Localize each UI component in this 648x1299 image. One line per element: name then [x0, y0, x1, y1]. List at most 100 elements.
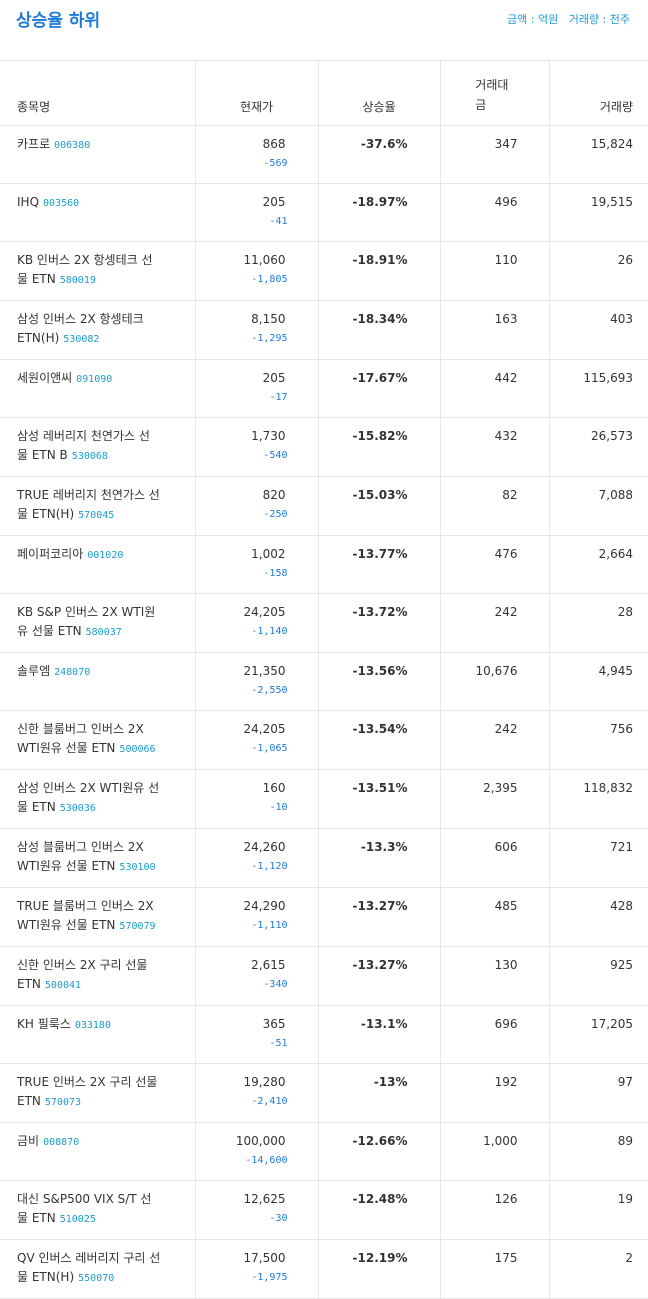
stock-code: 550070: [78, 1273, 115, 1284]
price-cell: 11,060 -1,805: [194, 241, 319, 301]
volume-cell: 2: [548, 1239, 648, 1299]
stock-name: 금비: [17, 1134, 40, 1148]
amount-cell: 696: [439, 1005, 550, 1064]
price: 2,615: [251, 958, 286, 972]
table-row: 솔루엠 248070 21,350 -2,550 -13.56% 10,676 4,945: [0, 652, 648, 711]
amount-cell: 606: [439, 828, 550, 888]
rate-cell: -13.51%: [317, 769, 441, 829]
stock-name: 세원이앤씨: [17, 371, 73, 385]
rate-cell: -18.34%: [317, 300, 441, 360]
volume-cell: 4,945: [548, 652, 648, 711]
stock-code: 248070: [54, 667, 91, 678]
price-cell: 820 -250: [194, 476, 319, 536]
stock-code: 500041: [44, 980, 82, 991]
stock-code: 530082: [63, 334, 100, 345]
name-cell: 페이퍼코리아 001020: [0, 535, 196, 594]
column-header: 종목명: [0, 60, 196, 126]
rate-cell: -15.82%: [317, 417, 441, 477]
table-head: 종목명 현재가 상승율 거래대금 거래량: [0, 60, 648, 126]
stock-code: 510025: [59, 1214, 96, 1225]
amount-cell: 496: [439, 183, 550, 242]
table-body: 카프로 006380 868 -569 -37.6% 347 15,824 IHQ 003560…: [0, 125, 648, 1299]
amount-cell: 126: [439, 1180, 550, 1240]
header: 상승율 하위 금액 : 억원 거래량 : 천주: [0, 0, 648, 60]
price-change: -17: [269, 392, 288, 403]
name-cell: 삼성 레버리지 천연가스 선물 ETN B 530068: [0, 417, 196, 477]
stock-name: 솔루엠: [17, 664, 51, 678]
price-cell: 160 -10: [194, 769, 319, 829]
stock-name: TRUE 레버리지 천연가스 선물 ETN(H): [17, 488, 160, 521]
volume-cell: 756: [548, 710, 648, 770]
volume-cell: 118,832: [548, 769, 648, 829]
amount-cell: 442: [439, 359, 550, 418]
rate-cell: -37.6%: [317, 125, 441, 184]
stock-name: 페이퍼코리아: [17, 547, 84, 561]
name-cell: 삼성 블룸버그 인버스 2X WTI원유 선물 ETN 530100: [0, 828, 196, 888]
price-cell: 19,280 -2,410: [194, 1063, 319, 1123]
table-row: 삼성 블룸버그 인버스 2X WTI원유 선물 ETN 530100 24,260 -…: [0, 828, 648, 888]
price: 1,730: [251, 429, 286, 443]
table-row: 신한 블룸버그 인버스 2X WTI원유 선물 ETN 500066 24,205 -…: [0, 710, 648, 770]
price-cell: 12,625 -30: [194, 1180, 319, 1240]
price-change: -10: [269, 802, 288, 813]
table-row: 삼성 레버리지 천연가스 선물 ETN B 530068 1,730 -540 -15.…: [0, 417, 648, 477]
stock-code: 033180: [74, 1020, 111, 1031]
price-change: -2,410: [251, 1096, 288, 1107]
column-header: 현재가: [194, 60, 319, 126]
rate-cell: -13.56%: [317, 652, 441, 711]
name-cell: KB 인버스 2X 항셍테크 선물 ETN 580019: [0, 241, 196, 301]
stock-name: 카프로: [17, 137, 51, 151]
amount-cell: 175: [439, 1239, 550, 1299]
stock-name: IHQ: [17, 195, 40, 209]
price: 1,002: [251, 547, 286, 561]
stock-name: KH 필룩스: [17, 1017, 71, 1031]
table-row: IHQ 003560 205 -41 -18.97% 496 19,515: [0, 183, 648, 242]
amount-cell: 242: [439, 710, 550, 770]
price: 100,000: [235, 1134, 286, 1148]
amount-cell: 2,395: [439, 769, 550, 829]
table-row: KB S&P 인버스 2X WTI원유 선물 ETN 580037 24,205 -1…: [0, 593, 648, 653]
stock-code: 580019: [59, 275, 96, 286]
volume-cell: 7,088: [548, 476, 648, 536]
stock-name: 신한 인버스 2X 구리 선물 ETN: [17, 958, 148, 991]
name-cell: QV 인버스 레버리지 구리 선물 ETN(H) 550070: [0, 1239, 196, 1299]
price-change: -1,065: [251, 743, 288, 754]
rate-cell: -17.67%: [317, 359, 441, 418]
amount-cell: 192: [439, 1063, 550, 1123]
stock-name: 신한 블룸버그 인버스 2X WTI원유 선물 ETN: [17, 722, 144, 755]
rate-cell: -13.54%: [317, 710, 441, 770]
price-cell: 24,290 -1,110: [194, 887, 319, 947]
name-cell: 신한 블룸버그 인버스 2X WTI원유 선물 ETN 500066: [0, 710, 196, 770]
price-change: -1,110: [251, 920, 288, 931]
price: 205: [262, 195, 286, 209]
rate-cell: -18.97%: [317, 183, 441, 242]
stock-name: 삼성 인버스 2X WTI원유 선물 ETN: [17, 781, 160, 814]
stock-name: KB 인버스 2X 항셍테크 선물 ETN: [17, 253, 153, 286]
volume-cell: 19: [548, 1180, 648, 1240]
volume-cell: 925: [548, 946, 648, 1006]
price-change: -340: [263, 979, 288, 990]
price-cell: 24,205 -1,065: [194, 710, 319, 770]
stock-code: 580037: [85, 627, 122, 638]
stock-code: 530100: [119, 862, 156, 873]
price-change: -250: [263, 509, 288, 520]
rate-cell: -18.91%: [317, 241, 441, 301]
title: 상승율 하위: [16, 11, 101, 31]
name-cell: 세원이앤씨 091090: [0, 359, 196, 418]
price-change: -1,975: [251, 1272, 288, 1283]
name-cell: 금비 008870: [0, 1122, 196, 1181]
price-change: -41: [269, 216, 288, 227]
price-change: -158: [263, 568, 288, 579]
price: 24,290: [243, 899, 286, 913]
stock-name: 삼성 블룸버그 인버스 2X WTI원유 선물 ETN: [17, 840, 144, 873]
stock-code: 091090: [76, 374, 113, 385]
price-cell: 100,000 -14,600: [194, 1122, 319, 1181]
stock-code: 530036: [59, 803, 96, 814]
price-change: -540: [263, 450, 288, 461]
table-row: TRUE 레버리지 천연가스 선물 ETN(H) 570045 820 -250 -15…: [0, 476, 648, 536]
amount-cell: 82: [439, 476, 550, 536]
table-row: 삼성 인버스 2X 항셍테크 ETN(H) 530082 8,150 -1,295 -1…: [0, 300, 648, 360]
name-cell: 카프로 006380: [0, 125, 196, 184]
units-note: 금액 : 억원 거래량 : 천주: [507, 13, 630, 26]
price-cell: 205 -17: [194, 359, 319, 418]
